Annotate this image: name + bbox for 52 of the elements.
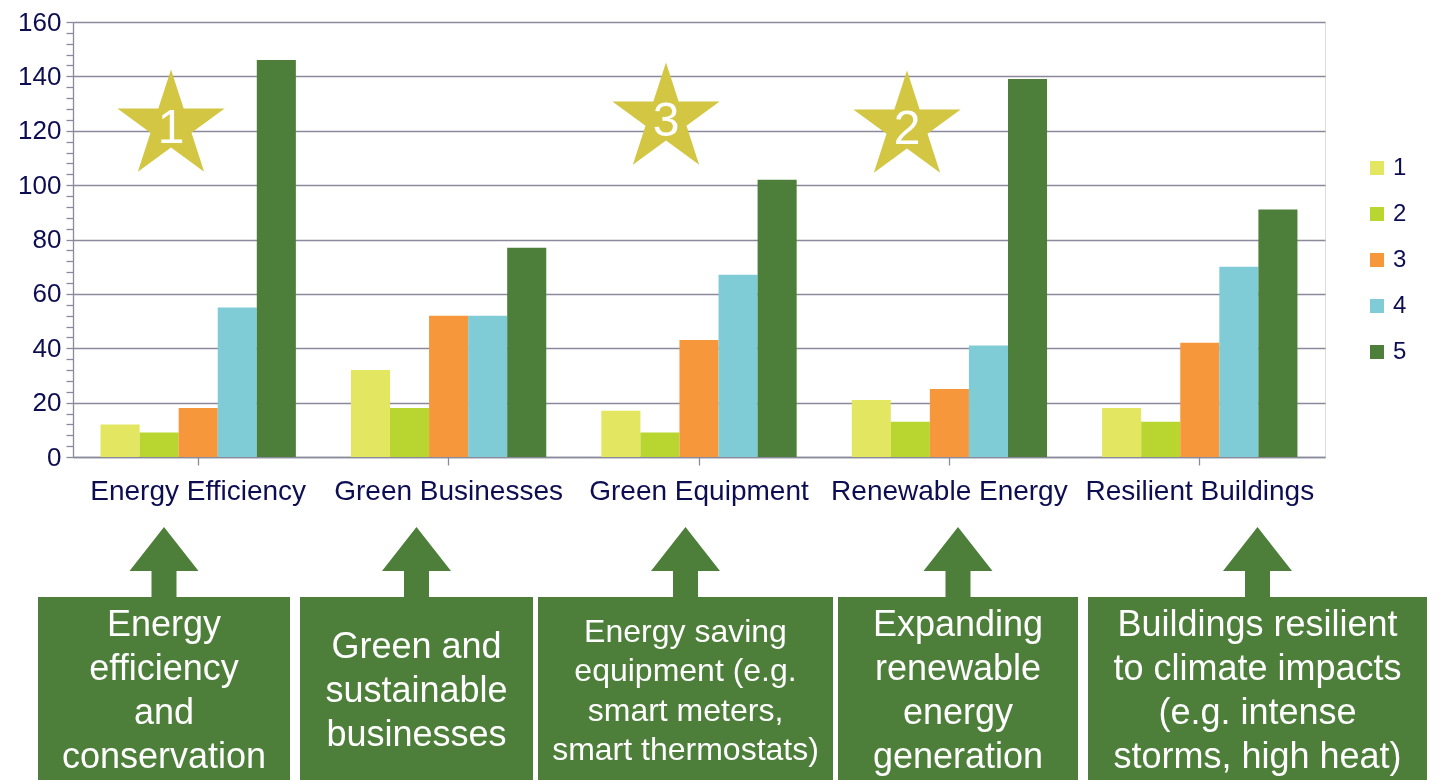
- x-tick-label: Renewable Energy: [831, 474, 1068, 506]
- bar: [1180, 342, 1220, 457]
- legend-label: 1: [1393, 153, 1407, 180]
- text: Energy efficiency and conservation: [61, 603, 267, 776]
- bar: [1258, 209, 1298, 457]
- y-tick-label: 140: [18, 60, 62, 91]
- bar: [139, 432, 179, 457]
- bar: [601, 410, 641, 457]
- bar: [890, 421, 930, 457]
- annotation: 1: [157, 100, 185, 153]
- text: Energy saving equipment (e.g. smart meters, smart thermostats): [552, 613, 819, 767]
- y-tick-label: 120: [18, 115, 62, 146]
- x-tick-label: Energy Efficiency: [90, 474, 307, 506]
- x-tick-label: Green Equipment: [589, 474, 809, 506]
- bar: [100, 424, 140, 457]
- legend-label: 4: [1393, 291, 1407, 318]
- y-tick-label: 160: [18, 6, 62, 37]
- legend-label: 5: [1393, 337, 1407, 364]
- legend-label: 3: [1393, 245, 1407, 272]
- bar: [929, 389, 969, 457]
- annotation: 2: [893, 101, 921, 154]
- y-tick-label: 40: [32, 332, 62, 363]
- bar: [1007, 79, 1048, 457]
- bar: [640, 432, 680, 457]
- annotation: 3: [652, 93, 680, 146]
- bar: [429, 315, 469, 457]
- bar: [507, 247, 547, 457]
- y-tick-label: 60: [32, 278, 62, 309]
- bar: [178, 408, 218, 457]
- bar: [256, 60, 296, 457]
- x-tick-label: Resilient Buildings: [1085, 474, 1315, 506]
- bar: [757, 179, 797, 457]
- bar: [1102, 408, 1142, 457]
- bar: [390, 408, 430, 457]
- y-tick-label: 100: [18, 169, 62, 200]
- bar: [350, 370, 391, 457]
- text: Buildings resilient to climate impacts (e.g. intense storms, high heat): [1113, 603, 1402, 776]
- legend-label: 2: [1393, 199, 1407, 226]
- text: Green and sustainable businesses: [325, 625, 508, 754]
- bar: [718, 274, 758, 457]
- bar: [1219, 266, 1259, 457]
- bar: [1141, 421, 1181, 457]
- y-tick-label: 80: [32, 224, 62, 254]
- y-tick-label: 20: [32, 387, 62, 418]
- bar: [468, 315, 508, 457]
- bar: [217, 307, 257, 457]
- bar: [851, 399, 891, 457]
- bar: [679, 340, 719, 457]
- text: Expanding renewable energy generation: [872, 603, 1044, 776]
- bar: [968, 345, 1008, 457]
- y-tick-label: 0: [47, 441, 62, 472]
- x-tick-label: Green Businesses: [334, 474, 563, 506]
